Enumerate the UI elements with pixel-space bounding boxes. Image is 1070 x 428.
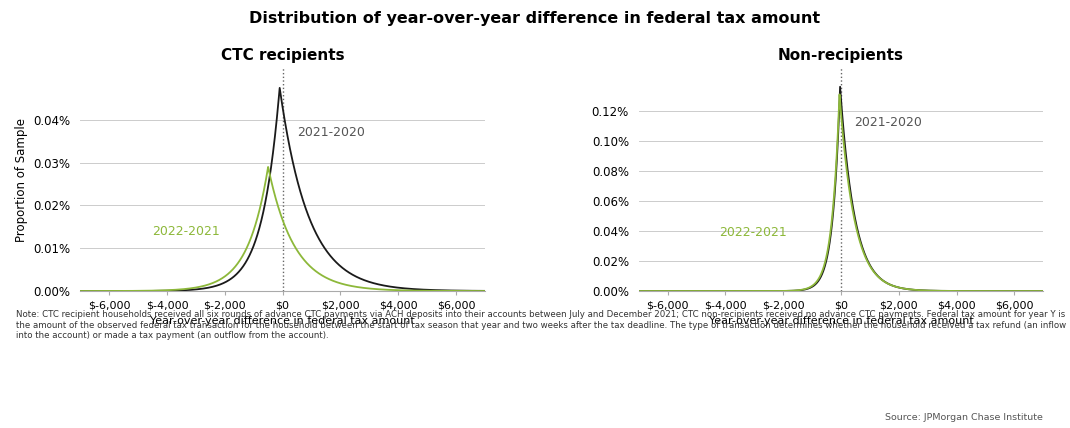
Text: 2021-2020: 2021-2020 [297, 126, 365, 139]
X-axis label: Year-over-year difference in federal tax amount: Year-over-year difference in federal tax… [708, 315, 974, 326]
Text: Distribution of year-over-year difference in federal tax amount: Distribution of year-over-year differenc… [249, 11, 821, 26]
Text: 2021-2020: 2021-2020 [854, 116, 922, 129]
Title: Non-recipients: Non-recipients [778, 48, 904, 63]
Text: 2022-2021: 2022-2021 [153, 225, 220, 238]
X-axis label: Year-over-year difference in federal tax amount: Year-over-year difference in federal tax… [150, 315, 415, 326]
Y-axis label: Proportion of Sample: Proportion of Sample [15, 118, 28, 242]
Title: CTC recipients: CTC recipients [220, 48, 345, 63]
Text: 2022-2021: 2022-2021 [719, 226, 788, 239]
Text: Source: JPMorgan Chase Institute: Source: JPMorgan Chase Institute [885, 413, 1043, 422]
Text: Note: CTC recipient households received all six rounds of advance CTC payments v: Note: CTC recipient households received … [16, 310, 1066, 340]
